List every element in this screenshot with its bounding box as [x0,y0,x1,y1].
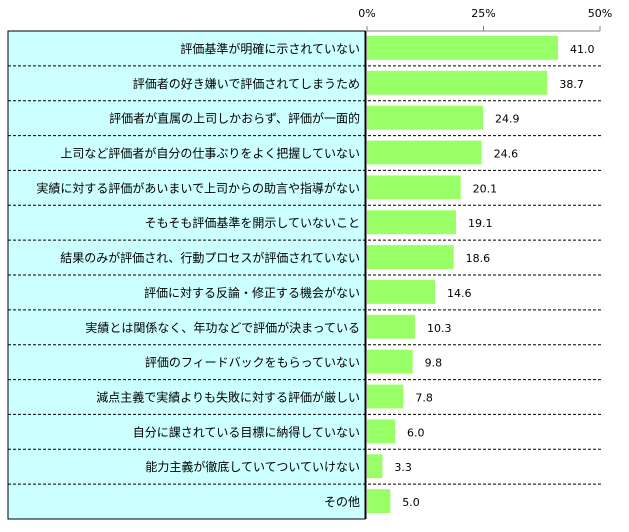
x-tick-label: 0% [358,7,375,20]
data-label: 5.0 [402,496,420,509]
category-label: そもそも評価基準を開示していないこと [145,215,360,230]
x-tick-label: 25% [471,7,495,20]
data-label: 38.7 [559,78,584,91]
category-label: 能力主義が徹底していてついていけない [145,459,360,474]
data-label: 9.8 [425,357,443,370]
bar [367,210,457,235]
bar [367,175,461,200]
category-label: 評価に対する反論・修正する機会がない [144,285,360,300]
data-label: 18.6 [466,252,491,265]
bar [367,454,383,479]
bar [367,36,559,60]
bar [367,314,415,339]
data-label: 7.8 [415,392,433,405]
data-label: 41.0 [570,43,595,56]
bar [367,349,413,374]
category-label: 評価基準が明確に示されていない [180,41,360,56]
category-label: 実績とは関係なく、年功などで評価が決まっている [85,320,360,335]
data-label: 20.1 [473,182,498,195]
category-label: 上司など評価者が自分の仕事ぶりをよく把握していない [60,146,360,161]
data-label: 6.0 [407,426,425,439]
data-label: 3.3 [394,461,412,474]
data-label: 24.6 [494,148,519,161]
bar [367,105,484,130]
bar [367,419,395,444]
bar [367,280,436,304]
category-label: 評価者が直属の上司しかおらず、評価が一面的 [109,111,360,126]
category-label: 自分に課されている目標に納得していない [133,424,360,439]
category-label: 評価者の好き嫌いで評価されてしまうため [133,76,360,91]
data-label: 10.3 [427,322,452,335]
data-label: 24.9 [495,113,520,126]
data-label: 14.6 [447,287,472,300]
bar [367,489,391,513]
bar [367,384,404,409]
category-label: 評価のフィードバックをもらっていない [145,355,360,370]
category-label: 減点主義で実績よりも失敗に対する評価が厳しい [96,390,360,405]
category-label: その他 [324,495,360,509]
label-panel [7,30,366,520]
bar [367,245,454,269]
x-tick-label: 50% [588,7,612,20]
bar [367,70,548,95]
category-label: 実績に対する評価があいまいで上司からの助言や指導がない [36,180,360,195]
data-label: 19.1 [468,217,493,230]
bar [367,140,482,165]
category-label: 結果のみが評価され、行動プロセスが評価されていない [60,250,360,265]
